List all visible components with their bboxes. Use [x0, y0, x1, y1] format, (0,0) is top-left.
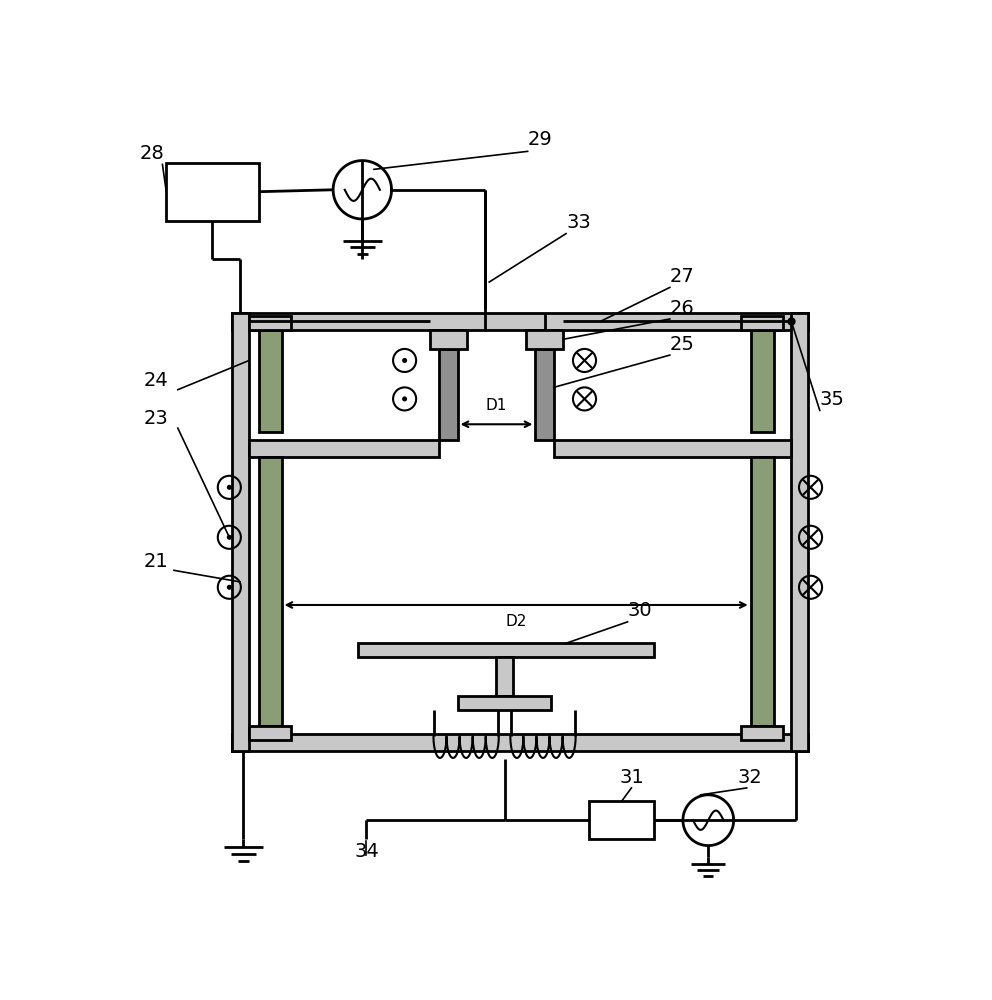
Bar — [554, 440, 792, 457]
Text: 28: 28 — [139, 144, 164, 163]
Bar — [249, 440, 439, 457]
Bar — [792, 313, 808, 751]
Text: 29: 29 — [528, 130, 553, 149]
Bar — [536, 349, 554, 440]
Text: 34: 34 — [355, 842, 379, 861]
Text: 35: 35 — [819, 390, 844, 409]
Bar — [358, 643, 655, 657]
Text: 21: 21 — [143, 552, 168, 571]
Bar — [249, 726, 291, 740]
Text: D2: D2 — [505, 614, 527, 629]
Text: 32: 32 — [737, 768, 762, 787]
Bar — [430, 330, 467, 349]
Bar — [439, 349, 457, 440]
Bar — [249, 316, 291, 330]
Bar — [259, 457, 282, 726]
Circle shape — [227, 535, 232, 540]
Text: 23: 23 — [143, 409, 168, 428]
Circle shape — [227, 485, 232, 490]
Bar — [496, 657, 513, 696]
Bar — [231, 313, 808, 330]
Text: 25: 25 — [670, 335, 694, 354]
Circle shape — [402, 358, 407, 363]
Circle shape — [402, 396, 407, 401]
Bar — [741, 316, 783, 330]
Bar — [526, 330, 563, 349]
Bar — [741, 726, 783, 740]
Text: 31: 31 — [620, 768, 645, 787]
Bar — [231, 734, 808, 751]
Text: 33: 33 — [566, 213, 591, 232]
Circle shape — [227, 585, 232, 590]
Text: 26: 26 — [670, 299, 694, 318]
Bar — [231, 313, 249, 751]
Bar — [167, 163, 259, 221]
Bar — [751, 330, 774, 432]
Text: 24: 24 — [143, 371, 168, 390]
Bar — [458, 696, 551, 710]
Bar — [259, 330, 282, 432]
Bar — [751, 457, 774, 726]
Text: D1: D1 — [486, 398, 507, 413]
Bar — [589, 801, 655, 839]
Text: 27: 27 — [670, 267, 694, 286]
Text: 30: 30 — [628, 601, 652, 620]
